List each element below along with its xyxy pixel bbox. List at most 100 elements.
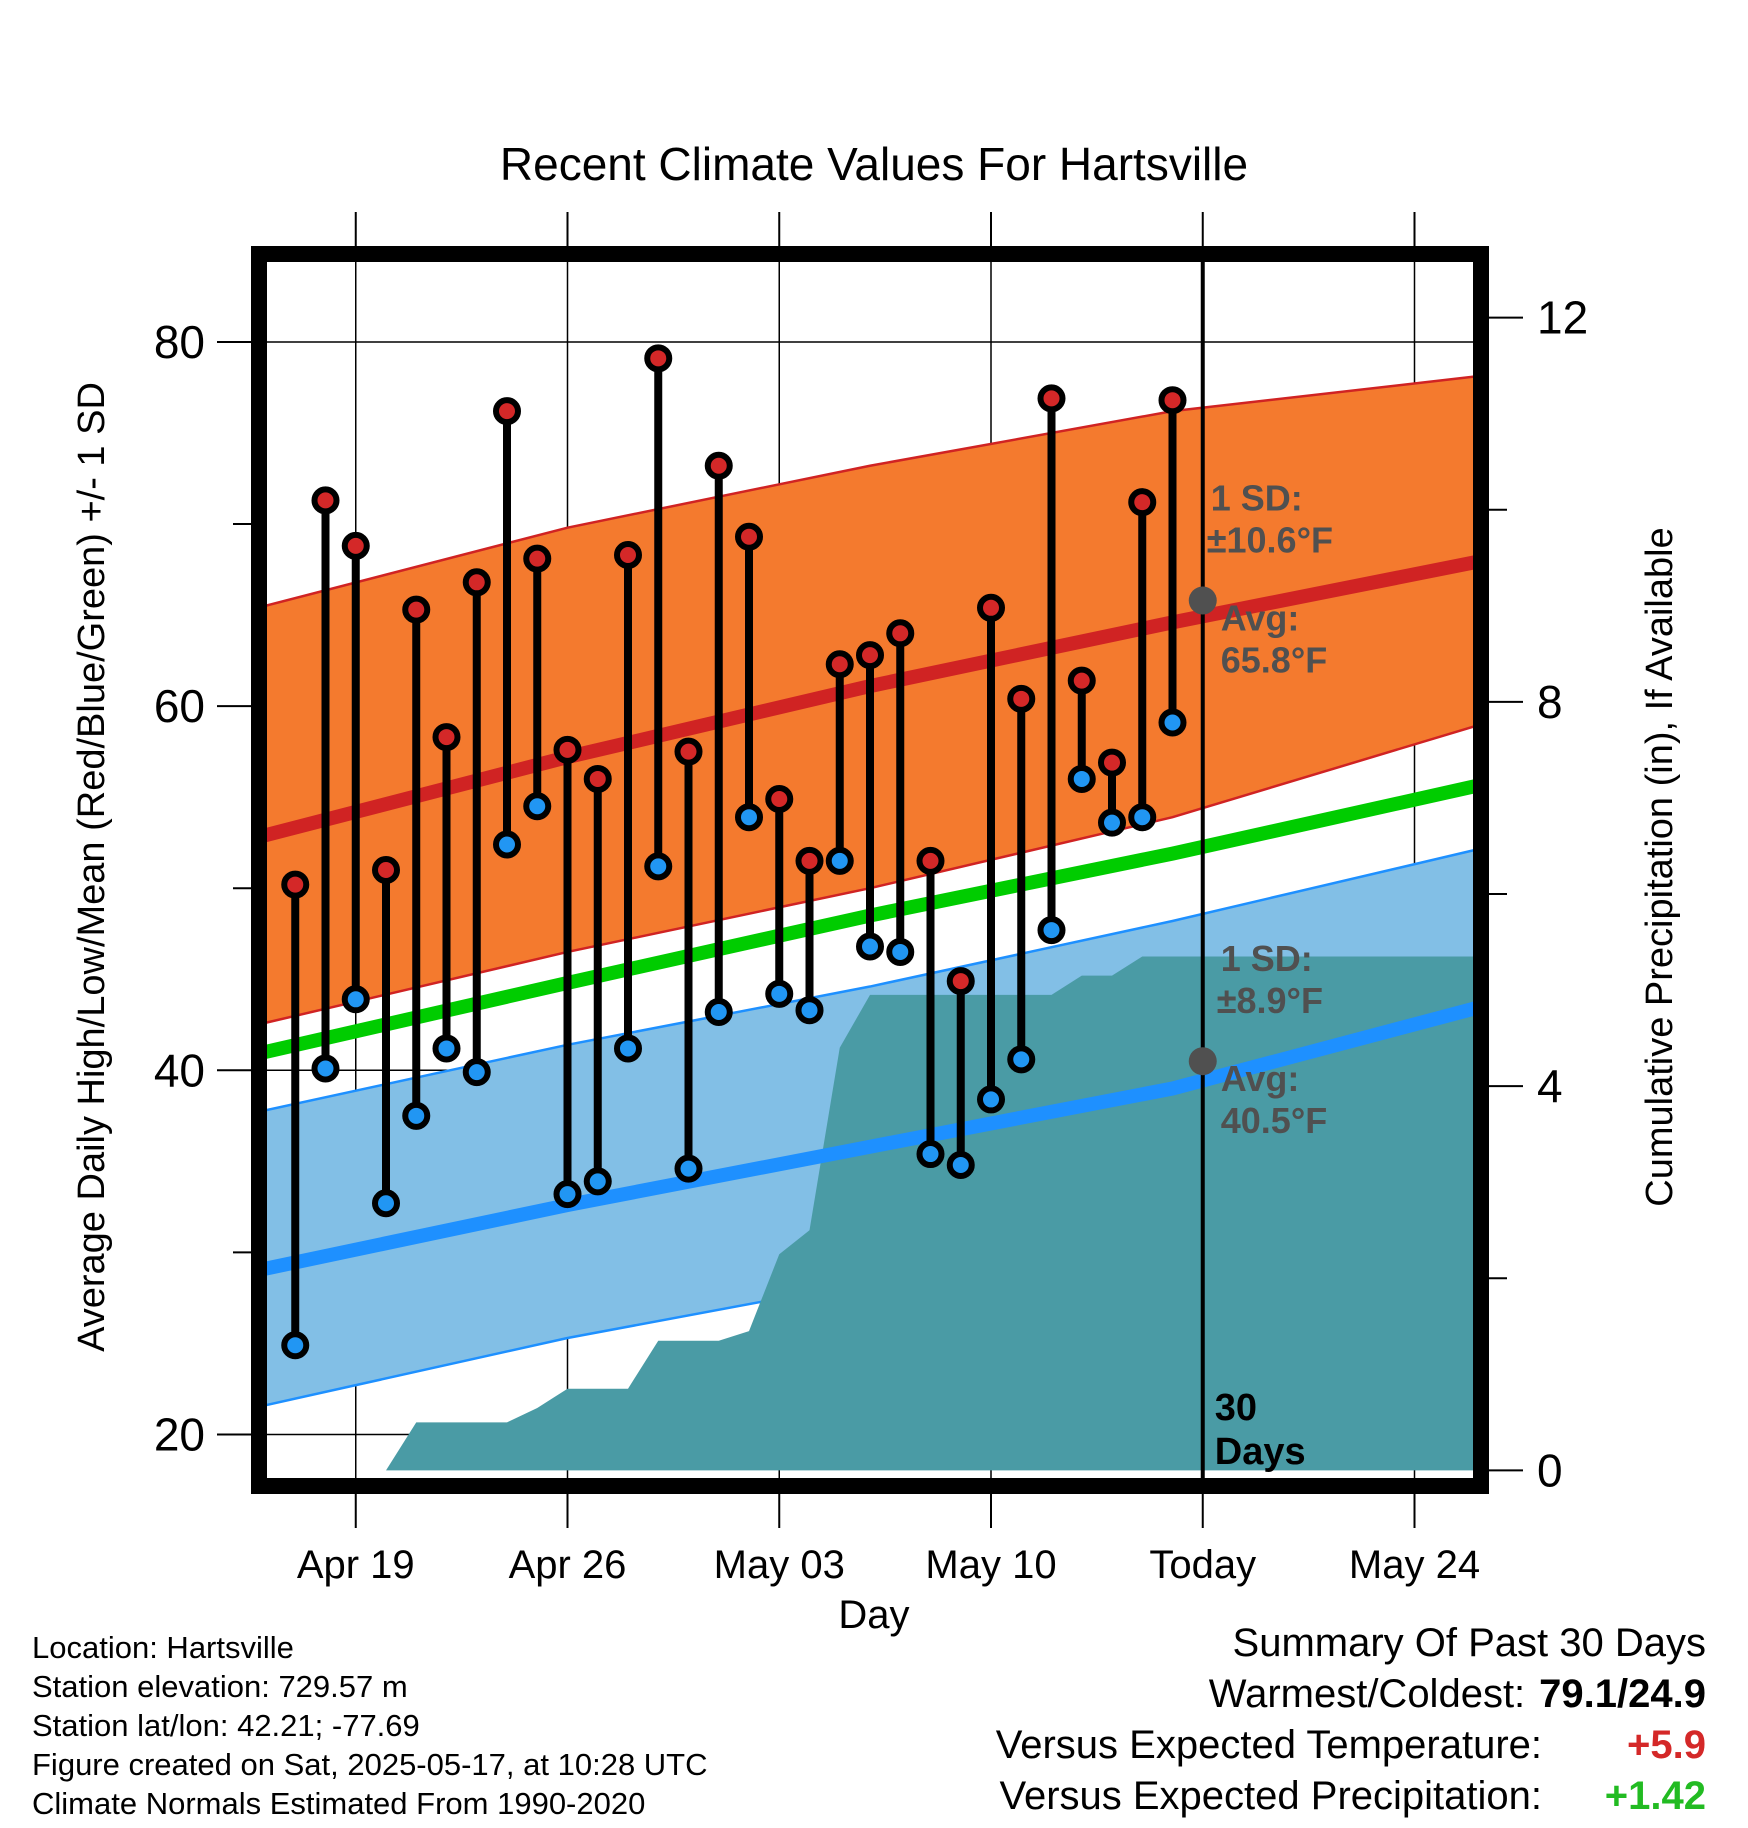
axes: Apr 19 Apr 26 May 03 May 10 Today May 2420406… bbox=[154, 212, 1588, 1587]
daily-high-point bbox=[674, 737, 703, 766]
daily-low-point bbox=[644, 852, 673, 881]
high-sd-value: ±10.6°F bbox=[1207, 520, 1333, 561]
high-avg-marker bbox=[1188, 586, 1217, 615]
daily-low-point bbox=[1037, 916, 1066, 945]
low-avg-label: Avg: bbox=[1221, 1058, 1300, 1099]
daily-high-point bbox=[856, 641, 884, 670]
daily-low-point bbox=[1007, 1045, 1036, 1074]
low-avg-value: 40.5°F bbox=[1221, 1100, 1327, 1141]
daily-high-point bbox=[1158, 386, 1187, 415]
summary-warm-cold-row: Warmest/Coldest: 79.1/24.9 bbox=[996, 1669, 1706, 1720]
days-label-unit: Days bbox=[1215, 1431, 1306, 1473]
high-sd-label: 1 SD: bbox=[1211, 478, 1303, 519]
warm-cold-value: 79.1/24.9 bbox=[1539, 1672, 1706, 1716]
summary-panel: Summary Of Past 30 Days Warmest/Coldest:… bbox=[996, 1618, 1706, 1822]
daily-low-point bbox=[825, 846, 854, 875]
y-tick-label: 20 bbox=[154, 1408, 205, 1460]
x-tick-label: May 10 bbox=[925, 1543, 1056, 1587]
daily-high-point bbox=[1128, 488, 1157, 517]
daily-low-point bbox=[765, 979, 794, 1008]
created-text: Figure created on Sat, 2025-05-17, at 10… bbox=[32, 1747, 708, 1782]
daily-high-point bbox=[493, 397, 521, 426]
y-tick-label: 80 bbox=[154, 316, 205, 368]
station-info: Location: Hartsville Station elevation: … bbox=[32, 1628, 708, 1823]
daily-high-point bbox=[977, 593, 1005, 622]
daily-high-point bbox=[704, 451, 733, 480]
temp-diff-value: +5.9 bbox=[1627, 1723, 1706, 1767]
daily-low-point bbox=[795, 996, 824, 1025]
location-text: Location: Hartsville bbox=[32, 1630, 294, 1665]
daily-low-point bbox=[856, 932, 884, 961]
daily-low-point bbox=[704, 998, 733, 1027]
daily-high-point bbox=[1007, 684, 1036, 713]
daily-high-point bbox=[523, 544, 552, 573]
plot-frame bbox=[251, 246, 1489, 1494]
summary-temp-row: Versus Expected Temperature: +5.9 bbox=[996, 1720, 1706, 1771]
precip-diff-label: Versus Expected Precipitation: bbox=[999, 1774, 1542, 1818]
daily-low-point bbox=[735, 803, 763, 832]
daily-high-point bbox=[614, 540, 642, 569]
daily-high-point bbox=[644, 344, 673, 373]
daily-low-point bbox=[614, 1034, 642, 1063]
daily-high-point bbox=[341, 531, 370, 560]
x-tick-label: May 24 bbox=[1349, 1543, 1480, 1587]
y2-tick-label: 0 bbox=[1537, 1444, 1563, 1496]
daily-high-point bbox=[553, 735, 582, 764]
daily-low-point bbox=[462, 1058, 491, 1087]
daily-high-point bbox=[916, 846, 945, 875]
daily-low-point bbox=[1067, 764, 1096, 793]
high-avg-label: Avg: bbox=[1221, 598, 1300, 639]
normal-low-line bbox=[265, 1001, 1475, 1276]
low-sd-value: ±8.9°F bbox=[1217, 980, 1323, 1021]
daily-low-point bbox=[372, 1189, 400, 1218]
daily-low-point bbox=[886, 937, 915, 966]
y-tick-label: 60 bbox=[154, 680, 205, 732]
temp-diff-label: Versus Expected Temperature: bbox=[995, 1723, 1542, 1767]
elevation-text: Station elevation: 729.57 m bbox=[32, 1669, 408, 1704]
daily-high-point bbox=[765, 784, 794, 813]
y2-tick-label: 4 bbox=[1537, 1060, 1563, 1112]
daily-low-point bbox=[432, 1034, 461, 1063]
daily-high-point bbox=[432, 723, 461, 752]
daily-high-point bbox=[825, 650, 854, 679]
x-axis-label: Day bbox=[838, 1593, 909, 1637]
y2-tick-label: 8 bbox=[1537, 676, 1563, 728]
daily-low-point bbox=[977, 1085, 1005, 1114]
daily-low-point bbox=[916, 1140, 945, 1169]
daily-low-point bbox=[1098, 808, 1126, 837]
daily-high-point bbox=[402, 595, 431, 624]
daily-low-point bbox=[341, 985, 370, 1014]
daily-low-point bbox=[493, 830, 521, 859]
daily-high-point bbox=[1098, 748, 1126, 777]
daily-low-point bbox=[311, 1054, 340, 1083]
latlon-text: Station lat/lon: 42.21; -77.69 bbox=[32, 1708, 420, 1743]
daily-low-point bbox=[946, 1150, 975, 1179]
daily-low-point bbox=[553, 1180, 582, 1209]
high-avg-value: 65.8°F bbox=[1221, 640, 1327, 681]
daily-high-point bbox=[462, 568, 491, 597]
x-tick-label: May 03 bbox=[714, 1543, 845, 1587]
y-tick-label: 40 bbox=[154, 1044, 205, 1096]
daily-low-point bbox=[1158, 708, 1187, 737]
y2-tick-label: 12 bbox=[1537, 292, 1588, 344]
low-sd-label: 1 SD: bbox=[1221, 938, 1313, 979]
y-axis-label: Average Daily High/Low/Mean (Red/Blue/Gr… bbox=[71, 382, 113, 1352]
daily-high-point bbox=[946, 967, 975, 996]
daily-low-point bbox=[674, 1154, 703, 1183]
chart-title: Recent Climate Values For Hartsville bbox=[500, 138, 1248, 190]
daily-high-point bbox=[281, 870, 310, 899]
daily-high-point bbox=[583, 764, 612, 793]
daily-high-point bbox=[311, 486, 340, 515]
daily-high-point bbox=[795, 846, 824, 875]
normals-text: Climate Normals Estimated From 1990-2020 bbox=[32, 1786, 646, 1821]
x-tick-label: Today bbox=[1149, 1543, 1256, 1587]
x-tick-label: Apr 19 bbox=[297, 1543, 415, 1587]
daily-low-point bbox=[402, 1101, 431, 1130]
daily-low-point bbox=[1128, 803, 1157, 832]
low-avg-marker bbox=[1188, 1047, 1217, 1076]
warm-cold-label: Warmest/Coldest: bbox=[1208, 1672, 1526, 1716]
summary-precip-row: Versus Expected Precipitation: +1.42 bbox=[996, 1771, 1706, 1822]
daily-high-point bbox=[372, 856, 400, 884]
